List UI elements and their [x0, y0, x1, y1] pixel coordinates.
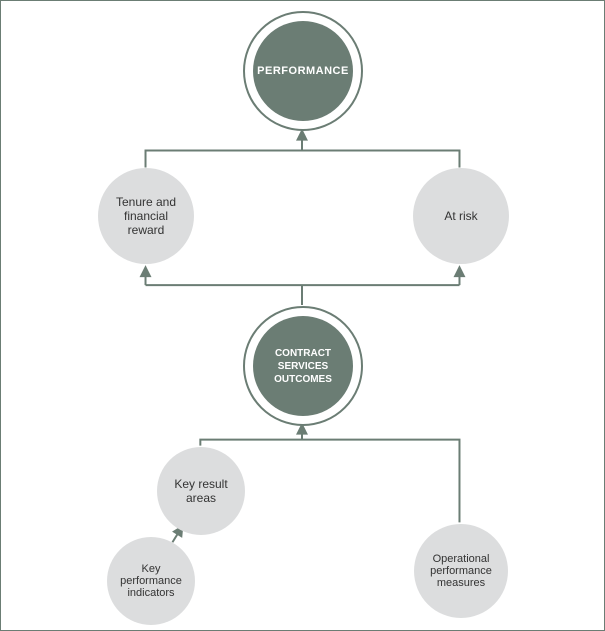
node-tenure: Tenure and financial reward — [98, 168, 194, 264]
node-opm-label: Operational performance measures — [414, 553, 508, 589]
node-atrisk-label: At risk — [438, 209, 483, 223]
node-performance-label: PERFORMANCE — [251, 65, 355, 77]
diagram-canvas: PERFORMANCE Tenure and financial reward … — [0, 0, 605, 631]
node-opm: Operational performance measures — [414, 524, 508, 618]
node-kra: Key result areas — [157, 447, 245, 535]
node-kpi-label: Key performance indicators — [107, 563, 195, 599]
node-atrisk: At risk — [413, 168, 509, 264]
node-contract-label: CONTRACT SERVICES OUTCOMES — [253, 347, 353, 386]
node-kra-label: Key result areas — [157, 477, 245, 505]
node-contract: CONTRACT SERVICES OUTCOMES — [243, 306, 363, 426]
node-tenure-label: Tenure and financial reward — [98, 195, 194, 237]
node-performance: PERFORMANCE — [243, 11, 363, 131]
edge-contract-to-tenure-atrisk — [146, 285, 460, 305]
node-kpi: Key performance indicators — [107, 537, 195, 625]
